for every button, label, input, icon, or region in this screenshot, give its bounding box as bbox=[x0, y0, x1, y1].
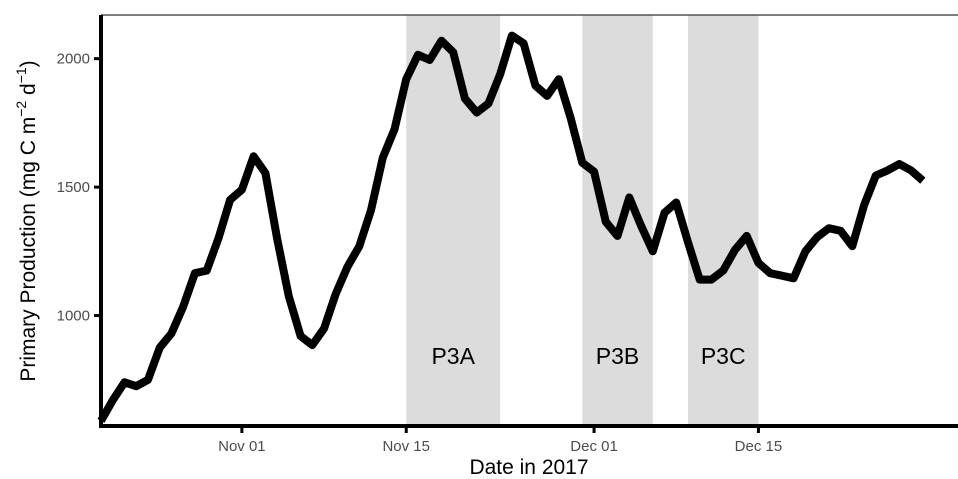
y-axis-title-suffix: ) bbox=[17, 60, 40, 67]
series-layer bbox=[97, 31, 926, 423]
y-axis-title-prefix: Primary Production (mg C m bbox=[17, 117, 40, 382]
shaded-period-label-p3b: P3B bbox=[596, 343, 639, 369]
y-tick-label: 1000 bbox=[57, 308, 90, 325]
x-tick-label: Nov 01 bbox=[218, 438, 266, 455]
x-axis-title: Date in 2017 bbox=[469, 456, 588, 479]
x-axis-ticks: Nov 01 Nov 15 Dec 01 Dec 15 bbox=[218, 426, 782, 455]
y-tick-label: 1500 bbox=[57, 179, 90, 196]
y-axis-ticks: 1000 1500 2000 bbox=[57, 51, 101, 325]
series-line bbox=[97, 31, 926, 423]
x-tick-label: Nov 15 bbox=[382, 438, 430, 455]
shaded-period-label-p3c: P3C bbox=[701, 343, 746, 369]
x-tick-label: Dec 01 bbox=[570, 438, 618, 455]
x-tick-label: Dec 15 bbox=[735, 438, 783, 455]
y-tick-label: 2000 bbox=[57, 51, 90, 68]
plot-background bbox=[101, 15, 958, 426]
y-axis-title-exponent-2: −1 bbox=[13, 67, 29, 83]
shaded-period-p3a bbox=[406, 15, 501, 426]
shaded-periods: P3A P3B P3C bbox=[406, 15, 759, 426]
y-axis-title-mid: d bbox=[17, 83, 40, 101]
shaded-period-p3c bbox=[687, 15, 759, 426]
y-axis-title-exponent-1: −2 bbox=[13, 101, 29, 117]
shaded-period-label-p3a: P3A bbox=[431, 343, 475, 369]
y-axis-title: Primary Production (mg C m−2 d−1) bbox=[13, 60, 40, 381]
